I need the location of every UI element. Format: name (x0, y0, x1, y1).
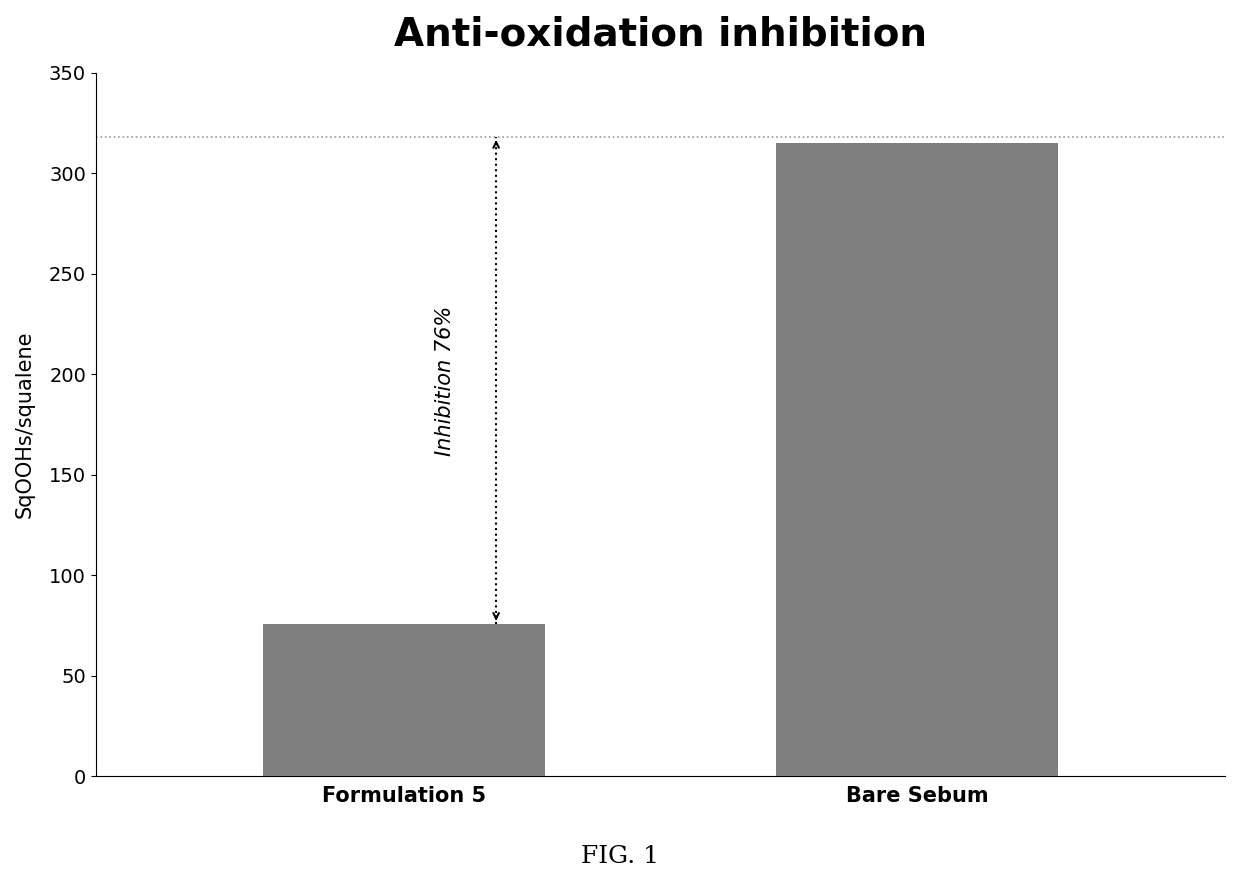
Y-axis label: SqOOHs/squalene: SqOOHs/squalene (15, 331, 35, 518)
Bar (263, 623, 544, 776)
Title: Anti-oxidation inhibition: Anti-oxidation inhibition (394, 15, 926, 53)
Text: FIG. 1: FIG. 1 (582, 845, 658, 868)
Bar (776, 143, 1058, 776)
Text: Inhibition 76%: Inhibition 76% (435, 306, 455, 456)
